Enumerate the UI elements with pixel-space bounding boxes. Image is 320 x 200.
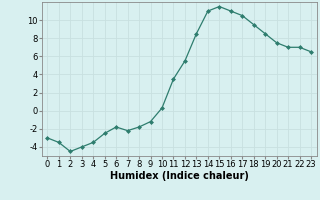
X-axis label: Humidex (Indice chaleur): Humidex (Indice chaleur) [110,171,249,181]
